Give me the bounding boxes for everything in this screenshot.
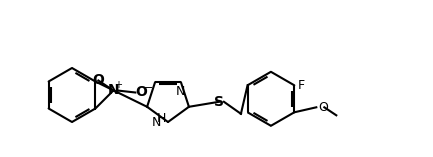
Text: O: O bbox=[318, 101, 328, 114]
Text: N: N bbox=[107, 84, 119, 97]
Text: F: F bbox=[297, 79, 304, 92]
Text: N: N bbox=[176, 85, 186, 98]
Text: +: + bbox=[114, 81, 123, 90]
Text: O: O bbox=[92, 73, 104, 87]
Text: −: − bbox=[144, 82, 153, 92]
Text: S: S bbox=[214, 95, 224, 109]
Text: H: H bbox=[157, 113, 166, 125]
Text: O: O bbox=[136, 86, 147, 100]
Text: N: N bbox=[152, 116, 161, 128]
